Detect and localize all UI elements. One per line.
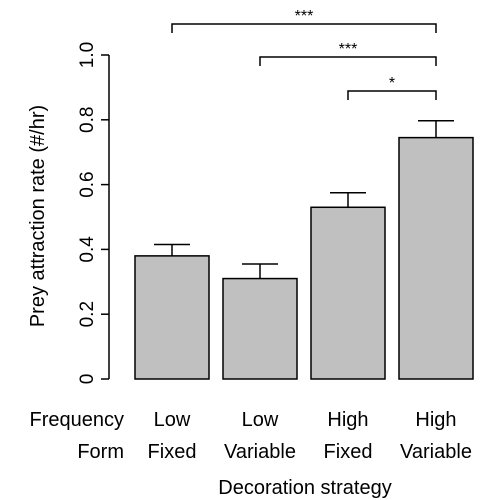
significance-label: ***	[295, 8, 314, 25]
y-axis: 0 0.2 0.4 0.6 0.8 1.0	[77, 42, 110, 385]
significance-bracket	[171, 23, 437, 33]
category-form-label: Fixed	[324, 441, 373, 463]
significance-label: *	[389, 75, 395, 92]
category-frequency-label: Low	[242, 409, 279, 431]
bar	[310, 206, 386, 380]
category-frequency-label: High	[415, 409, 456, 431]
significance-brackets: *******	[171, 8, 437, 100]
y-tick-label: 0	[77, 374, 98, 385]
category-form-label: Variable	[400, 441, 472, 463]
bar	[222, 277, 298, 380]
y-tick-label: 1.0	[77, 42, 98, 68]
significance-bracket	[347, 90, 437, 100]
bar	[134, 255, 210, 380]
category-labels: Frequency Form Low Fixed Low Variable High Fi…	[30, 409, 472, 463]
row-label-frequency: Frequency	[30, 409, 125, 431]
x-axis-title: Decoration strategy	[218, 477, 391, 499]
category-frequency-label: Low	[154, 409, 191, 431]
y-tick-label: 0.4	[77, 236, 98, 263]
significance-bracket	[259, 56, 437, 66]
y-tick-label: 0.6	[77, 171, 98, 197]
y-axis-title: Prey attraction rate (#/hr)	[27, 105, 49, 327]
category-form-label: Variable	[224, 441, 296, 463]
category-form-label: Fixed	[148, 441, 197, 463]
significance-label: ***	[339, 41, 358, 58]
bar	[398, 136, 474, 380]
row-label-form: Form	[77, 441, 124, 463]
y-tick-label: 0.2	[77, 301, 98, 327]
bars	[134, 120, 474, 380]
y-tick-label: 0.8	[77, 107, 98, 133]
category-frequency-label: High	[327, 409, 368, 431]
